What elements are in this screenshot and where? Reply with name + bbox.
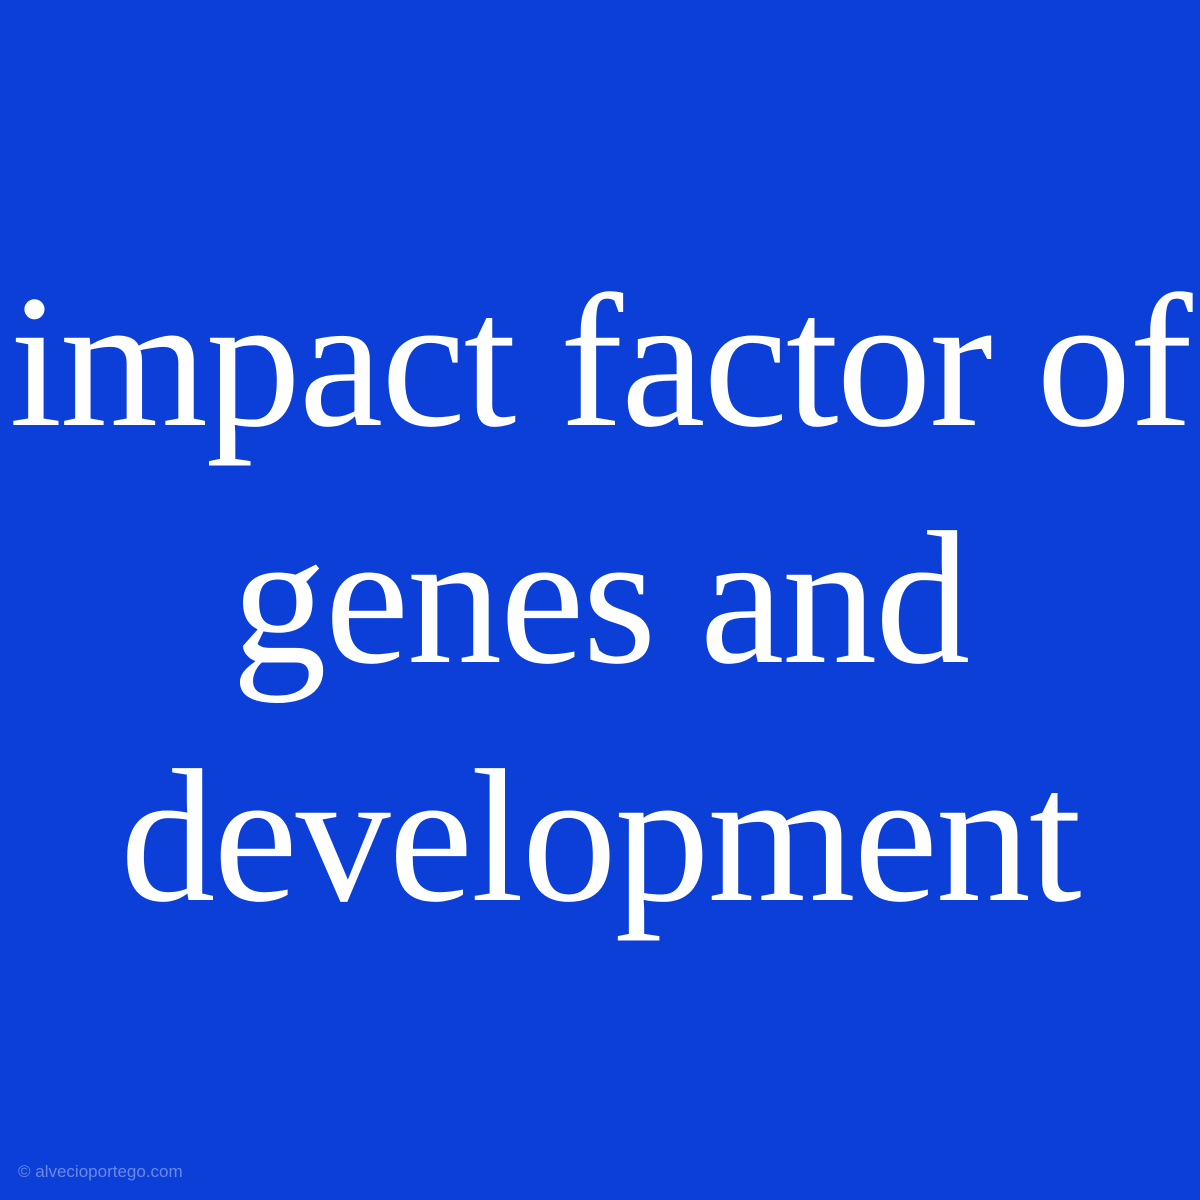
attribution-text: © alvecioportego.com xyxy=(18,1162,183,1182)
main-heading: impact factor of genes and development xyxy=(0,244,1200,957)
